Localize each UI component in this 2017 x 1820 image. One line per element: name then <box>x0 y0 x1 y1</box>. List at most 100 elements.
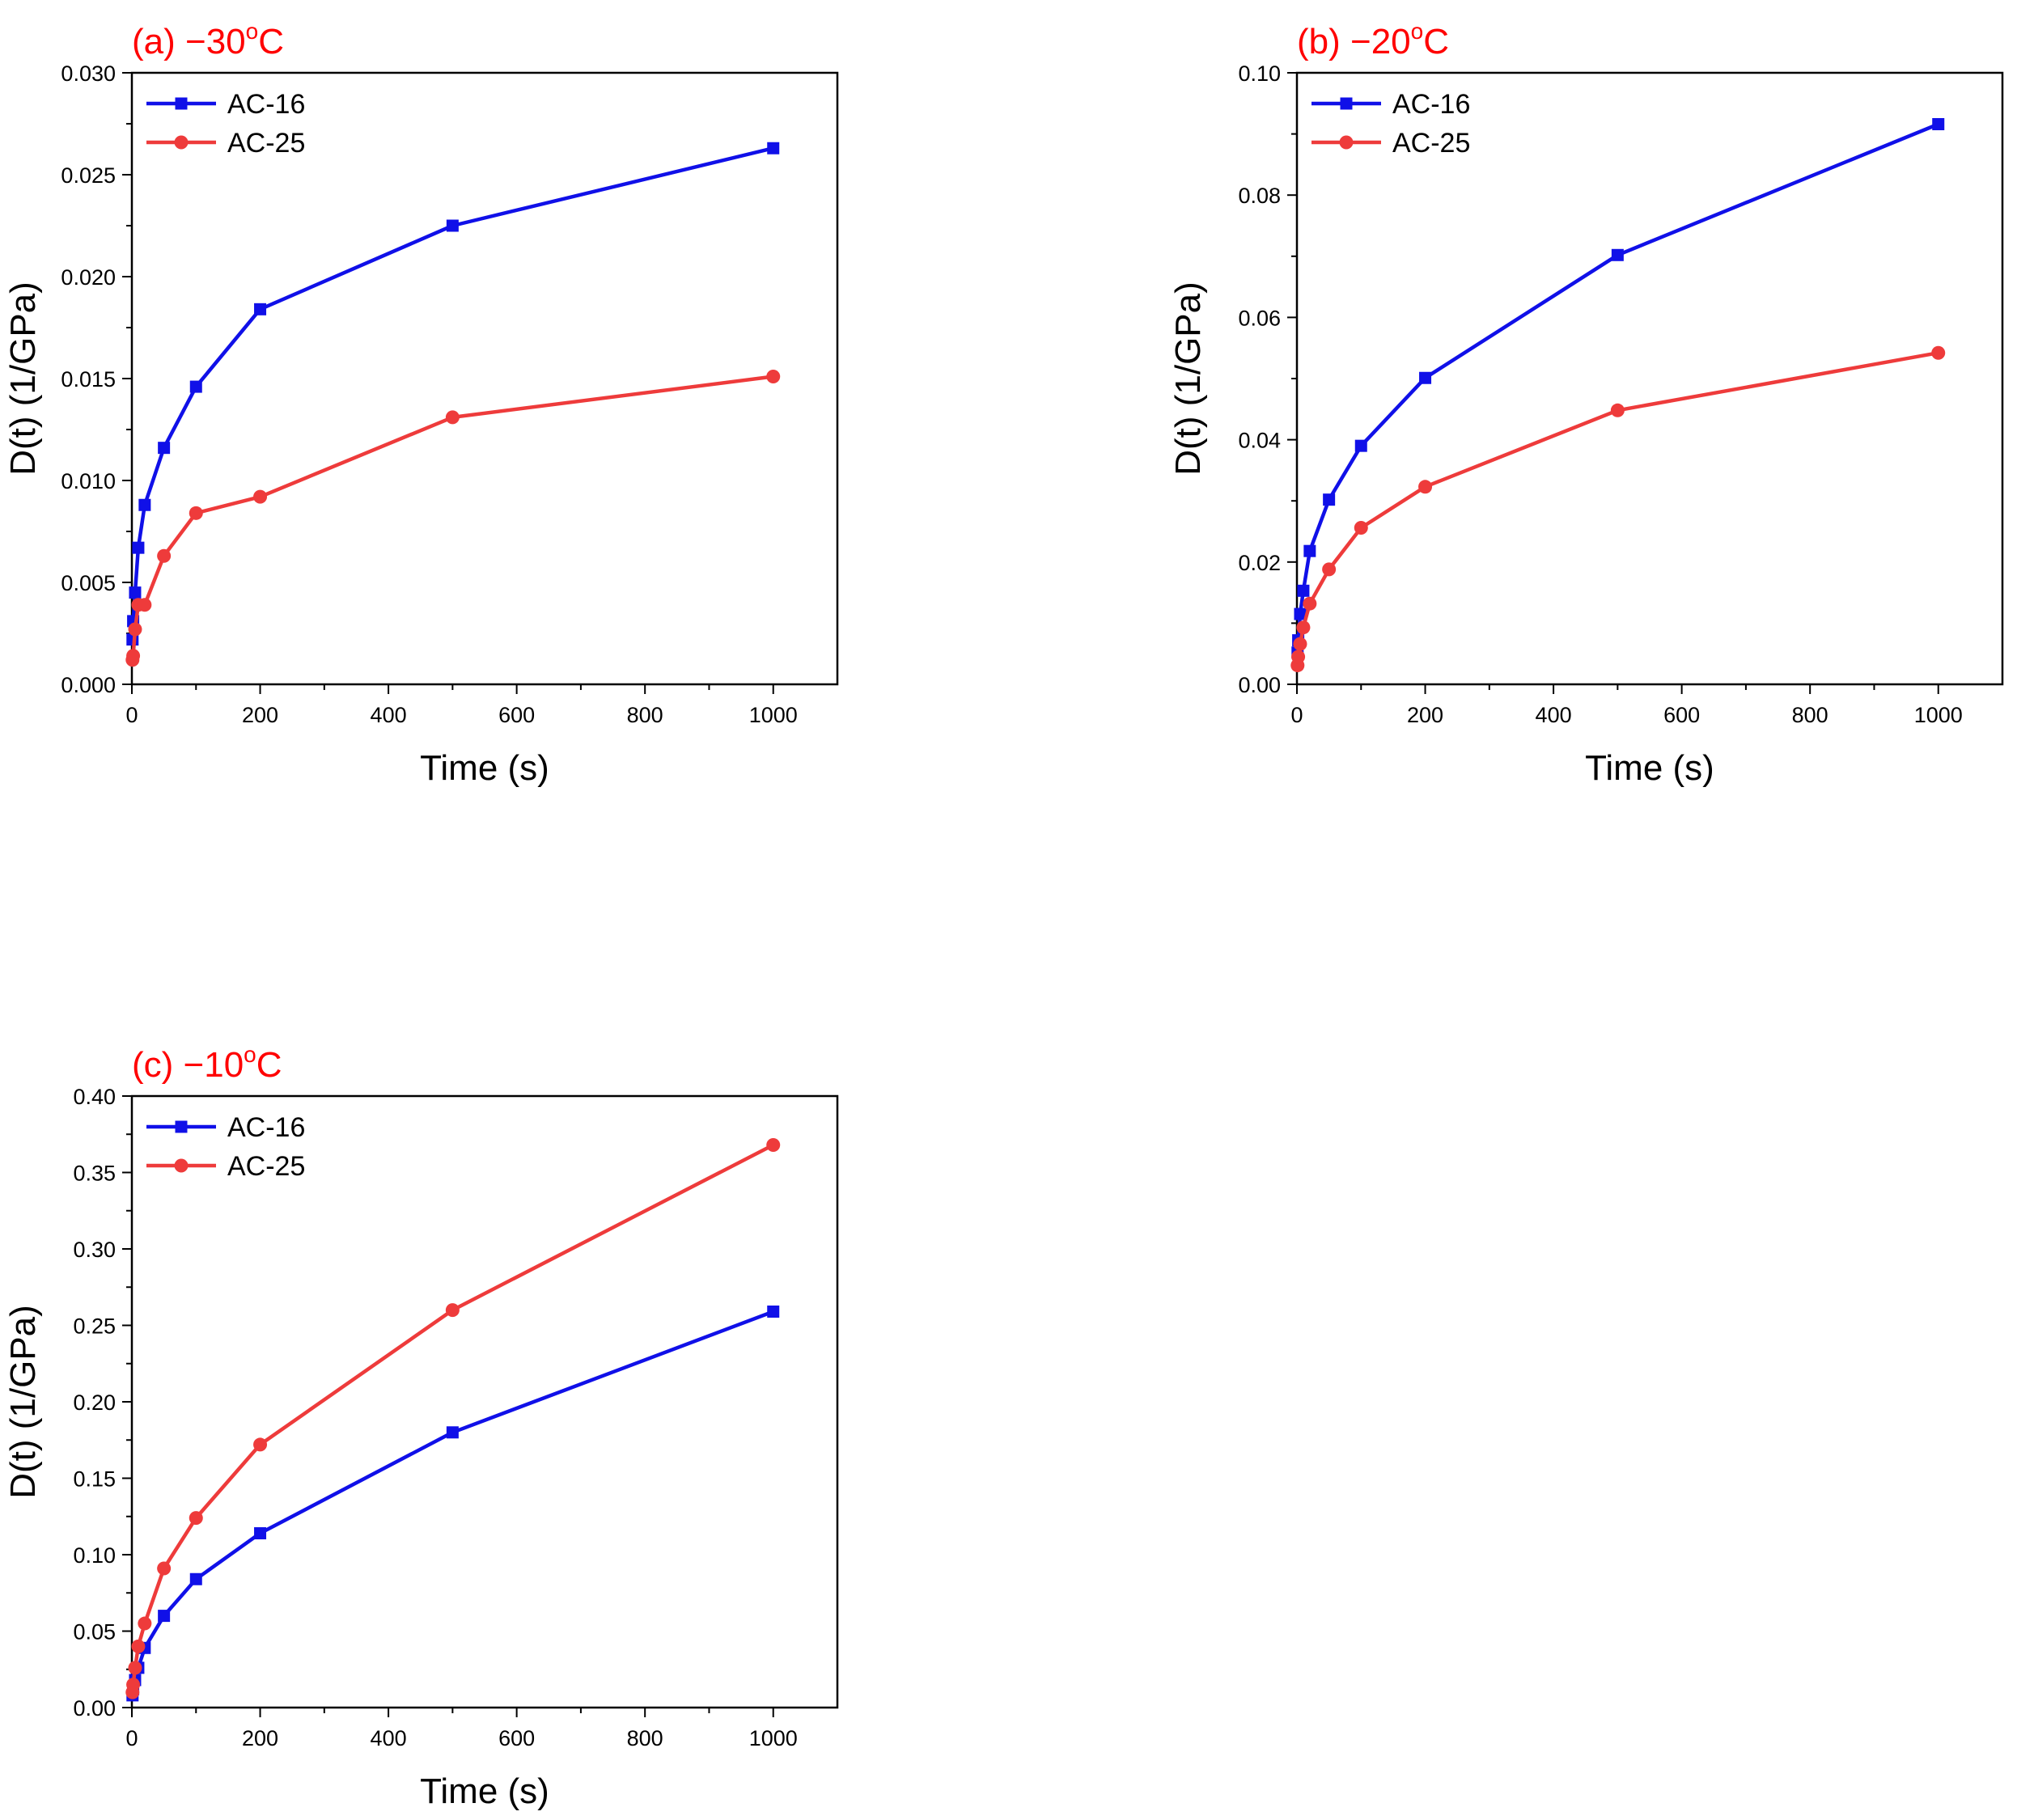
legend-item: AC-25 <box>1311 128 1470 159</box>
data-point <box>1291 650 1306 664</box>
legend-label: AC-16 <box>227 1112 305 1143</box>
legend-marker <box>174 1158 189 1173</box>
x-axis-title: Time (s) <box>1585 748 1714 788</box>
data-point <box>1303 596 1317 611</box>
x-tick-label: 400 <box>1536 703 1572 727</box>
y-axis-title: D(t) (1/GPa) <box>3 1305 43 1499</box>
panel-title: (c) −10oC <box>132 1042 282 1085</box>
data-point <box>1297 584 1310 597</box>
series-ac-25 <box>1290 345 1946 673</box>
series-ac-25 <box>125 369 781 667</box>
legend-marker <box>174 135 189 150</box>
series-ac-25 <box>125 1137 781 1699</box>
data-point <box>766 1137 781 1152</box>
x-tick-label: 400 <box>371 703 407 727</box>
data-point <box>189 1511 203 1526</box>
data-point <box>157 548 172 563</box>
series-line <box>130 375 773 661</box>
y-tick-label: 0.08 <box>1238 184 1281 208</box>
data-point <box>1931 345 1946 360</box>
data-point <box>128 1661 142 1675</box>
y-tick-label: 0.00 <box>1238 673 1281 697</box>
y-tick-label: 0.06 <box>1238 306 1281 330</box>
data-point <box>1322 562 1337 577</box>
x-tick-label: 600 <box>1663 703 1700 727</box>
data-point <box>253 1437 268 1452</box>
data-point <box>1419 371 1432 384</box>
x-tick-label: 1000 <box>749 703 798 727</box>
degree-mark: o <box>1411 19 1424 44</box>
data-point <box>446 219 459 232</box>
chart-panel-c: 0 200 400 600 800 1000 0.00 0.05 0.10 0.15 0.20 0.2… <box>3 1042 839 1811</box>
x-tick-label: 600 <box>498 1726 535 1750</box>
y-tick-label: 0.015 <box>61 367 116 392</box>
x-axis-title: Time (s) <box>420 1771 549 1811</box>
x-tick-label: 0 <box>125 703 138 727</box>
legend-item: AC-25 <box>146 1151 305 1182</box>
y-tick-label: 0.25 <box>73 1314 116 1339</box>
data-point <box>445 1303 460 1318</box>
x-tick-label: 400 <box>371 1726 407 1750</box>
chart-panel-a: 0 200 400 600 800 1000 0.000 0.005 0.010 0.015 0.0… <box>3 19 839 788</box>
data-point <box>1303 544 1316 557</box>
data-point <box>253 489 268 504</box>
y-tick-label: 0.02 <box>1238 551 1281 575</box>
x-tick-label: 800 <box>627 1726 663 1750</box>
data-point <box>254 303 267 315</box>
data-point <box>189 506 203 520</box>
data-point <box>1418 480 1433 494</box>
panel-title-unit: C <box>258 22 284 61</box>
x-tick-label: 200 <box>1407 703 1443 727</box>
legend-item: AC-16 <box>146 89 305 120</box>
data-point <box>767 142 780 154</box>
x-tick-label: 1000 <box>749 1726 798 1750</box>
y-axis-title: D(t) (1/GPa) <box>1168 281 1208 476</box>
degree-mark: o <box>244 1042 256 1067</box>
panel-title-text: (c) −10 <box>132 1045 244 1085</box>
chart-panel-b: 0 200 400 600 800 1000 0.00 0.02 0.04 0.06 0.08 0.1… <box>1168 19 2004 788</box>
y-tick-label: 0.10 <box>1238 61 1281 86</box>
legend-label: AC-16 <box>1392 89 1470 120</box>
degree-mark: o <box>246 19 259 44</box>
data-point <box>1354 439 1367 452</box>
data-point <box>445 410 460 425</box>
y-tick-label: 0.20 <box>73 1390 116 1415</box>
data-point <box>138 598 152 612</box>
panel-title-text: (a) −30 <box>132 22 246 61</box>
y-axis-title: D(t) (1/GPa) <box>3 281 43 476</box>
data-point <box>138 498 151 511</box>
panel-title: (a) −30oC <box>132 19 284 61</box>
panel-title-unit: C <box>1423 22 1449 61</box>
data-point <box>131 1639 146 1653</box>
data-point <box>1932 118 1945 131</box>
data-point <box>254 1527 267 1540</box>
data-point <box>1354 520 1368 535</box>
legend-label: AC-25 <box>1392 128 1470 159</box>
data-point <box>132 541 145 554</box>
data-point <box>767 1305 780 1318</box>
data-point <box>157 1561 172 1576</box>
data-point <box>1610 403 1625 417</box>
panel-title-text: (b) −20 <box>1297 22 1411 61</box>
x-tick-label: 200 <box>242 703 278 727</box>
legend-item: AC-16 <box>1311 89 1470 120</box>
legend-item: AC-16 <box>146 1112 305 1143</box>
y-tick-label: 0.00 <box>73 1696 116 1721</box>
data-point <box>1296 620 1311 635</box>
panel-title-unit: C <box>256 1045 282 1085</box>
legend-marker <box>1340 97 1353 110</box>
data-point <box>189 380 202 393</box>
y-tick-label: 0.010 <box>61 469 116 493</box>
data-point <box>1293 637 1307 651</box>
y-tick-label: 0.020 <box>61 265 116 290</box>
y-tick-label: 0.30 <box>73 1238 116 1262</box>
y-tick-label: 0.40 <box>73 1085 116 1109</box>
y-tick-label: 0.000 <box>61 673 116 697</box>
data-point <box>138 1616 152 1631</box>
data-point <box>158 1610 171 1623</box>
legend-label: AC-16 <box>227 89 305 120</box>
y-tick-label: 0.35 <box>73 1162 116 1186</box>
y-tick-label: 0.030 <box>61 61 116 86</box>
legend-marker <box>175 97 188 110</box>
